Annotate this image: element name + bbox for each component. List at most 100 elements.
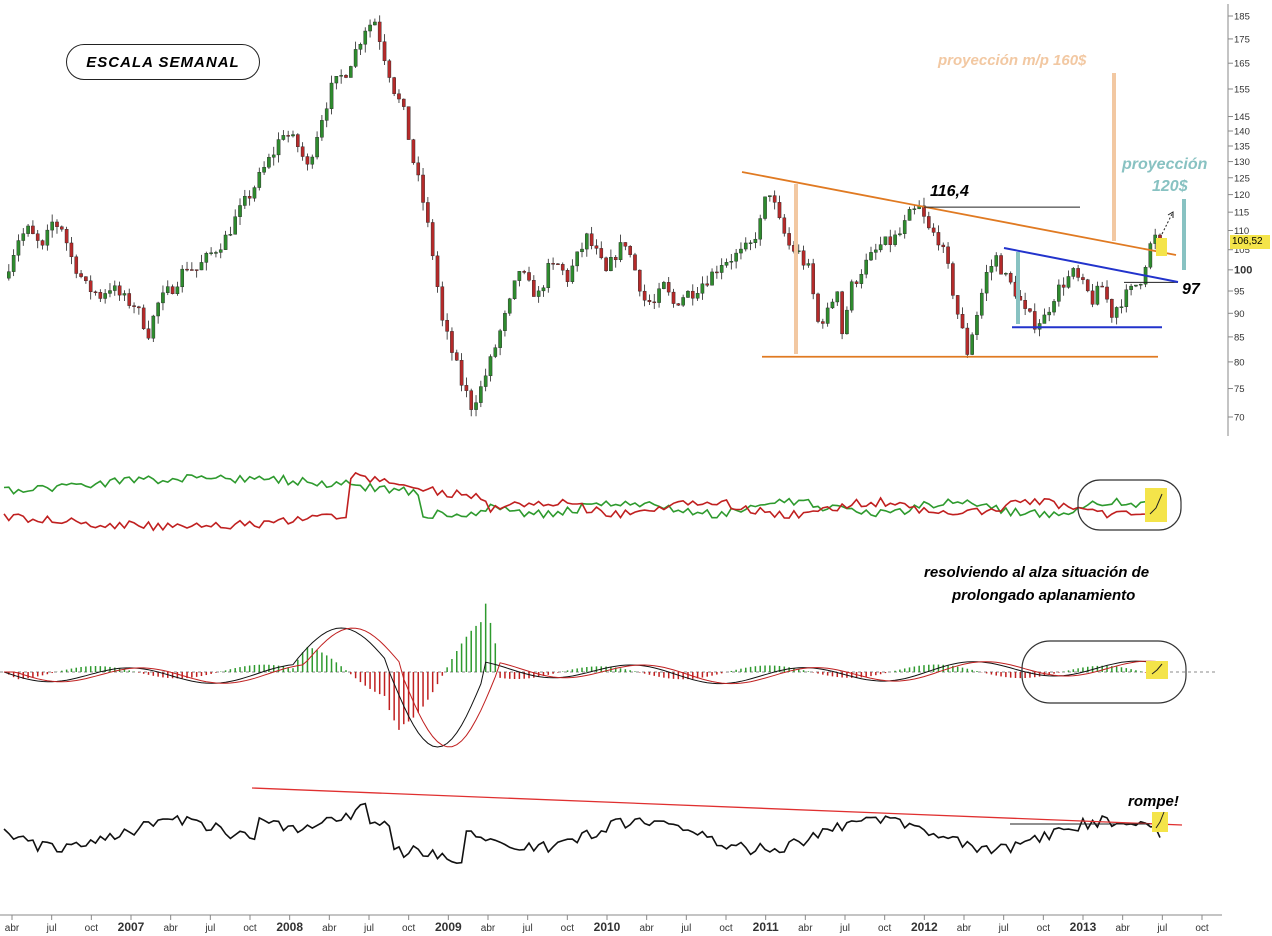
y-tick-label: 175 bbox=[1234, 34, 1250, 45]
candle-body bbox=[243, 195, 247, 206]
candle-body bbox=[970, 334, 974, 355]
candle-body bbox=[445, 319, 449, 332]
candle-body bbox=[878, 244, 883, 251]
candle-body bbox=[902, 220, 907, 234]
candle-body bbox=[618, 242, 623, 261]
y-tick-label: 155 bbox=[1234, 85, 1250, 96]
candle-body bbox=[686, 290, 690, 298]
y-tick-label: 115 bbox=[1234, 208, 1249, 219]
candle-body bbox=[835, 291, 840, 303]
level-97-label: 97 bbox=[1182, 281, 1200, 298]
candle-body bbox=[955, 295, 960, 315]
y-tick-label: 105 bbox=[1234, 245, 1250, 256]
candle-body bbox=[772, 195, 777, 203]
candle-body bbox=[479, 386, 483, 403]
candle-body bbox=[373, 21, 377, 26]
candle-body bbox=[782, 217, 787, 234]
rs-line bbox=[3, 802, 1161, 865]
candle-body bbox=[551, 263, 555, 265]
candle-body bbox=[426, 202, 430, 223]
candle-body bbox=[1081, 277, 1085, 280]
candle-body bbox=[35, 233, 40, 241]
candle-body bbox=[633, 254, 637, 271]
candle-body bbox=[1134, 284, 1138, 287]
candle-body bbox=[532, 280, 536, 297]
candle-body bbox=[845, 309, 849, 335]
candle-body bbox=[214, 252, 218, 254]
candle-body bbox=[883, 236, 888, 245]
x-tick-label: abr bbox=[163, 923, 178, 934]
candle-body bbox=[888, 236, 893, 245]
candle-body bbox=[137, 306, 141, 309]
price-panel bbox=[7, 15, 1162, 417]
candle-body bbox=[387, 60, 392, 78]
candle-body bbox=[975, 314, 979, 335]
x-tick-label: abr bbox=[322, 923, 337, 934]
candle-body bbox=[122, 293, 127, 296]
x-tick-label: jul bbox=[839, 923, 850, 934]
candle-body bbox=[324, 108, 329, 121]
candle-body bbox=[238, 205, 242, 217]
candle-body bbox=[734, 252, 738, 262]
candle-body bbox=[801, 250, 806, 266]
x-tick-label: 2009 bbox=[435, 920, 462, 934]
candle-body bbox=[435, 255, 440, 287]
candle-body bbox=[979, 292, 984, 316]
candle-body bbox=[349, 66, 353, 78]
candle-body bbox=[570, 265, 575, 282]
candle-body bbox=[204, 253, 209, 263]
candle-body bbox=[517, 271, 522, 281]
candle-body bbox=[1138, 283, 1143, 286]
x-tick-label: abr bbox=[957, 923, 972, 934]
candle-body bbox=[1076, 268, 1080, 278]
candle-body bbox=[999, 255, 1003, 275]
candle-body bbox=[397, 93, 401, 100]
candle-body bbox=[1100, 285, 1104, 288]
candle-body bbox=[175, 286, 180, 295]
candle-body bbox=[156, 302, 160, 317]
y-tick-label: 80 bbox=[1234, 357, 1245, 368]
candle-body bbox=[218, 249, 223, 253]
candle-body bbox=[893, 234, 897, 245]
y-tick-label: 165 bbox=[1234, 59, 1250, 70]
x-tick-label: abr bbox=[1115, 923, 1130, 934]
candle-body bbox=[811, 263, 815, 295]
candle-body bbox=[11, 255, 16, 272]
candle-body bbox=[748, 242, 753, 244]
candle-body bbox=[719, 265, 724, 273]
candle-body bbox=[1066, 276, 1071, 288]
dmi-minus-line bbox=[3, 471, 1161, 532]
candle-body bbox=[368, 24, 372, 32]
candle-body bbox=[705, 283, 710, 286]
candle-body bbox=[507, 298, 512, 314]
candle-body bbox=[743, 242, 748, 250]
candle-body bbox=[493, 347, 498, 357]
x-tick-label: 2010 bbox=[594, 920, 621, 934]
rs-check bbox=[1155, 811, 1165, 829]
x-tick-label: oct bbox=[878, 923, 892, 934]
candle-body bbox=[652, 301, 657, 304]
candle-body bbox=[170, 286, 175, 295]
candle-body bbox=[825, 307, 830, 324]
candle-body bbox=[310, 156, 315, 165]
candle-body bbox=[358, 44, 363, 50]
candle-body bbox=[1124, 289, 1129, 307]
x-tick-label: 2013 bbox=[1070, 920, 1097, 934]
candle-body bbox=[657, 288, 661, 303]
candle-body bbox=[869, 252, 873, 261]
candle-body bbox=[951, 263, 955, 296]
candle-body bbox=[88, 280, 93, 293]
candle-body bbox=[21, 233, 26, 241]
candle-body bbox=[209, 252, 213, 254]
candle-body bbox=[503, 313, 507, 331]
candle-body bbox=[98, 292, 103, 299]
rs-trendline bbox=[251, 787, 1183, 826]
candle-body bbox=[79, 273, 83, 277]
candle-body bbox=[252, 187, 257, 199]
candle-body bbox=[31, 225, 35, 235]
x-tick-label: abr bbox=[798, 923, 813, 934]
x-tick-label: oct bbox=[402, 923, 416, 934]
candle-body bbox=[353, 49, 358, 67]
candle-body bbox=[84, 276, 88, 282]
candle-body bbox=[7, 271, 11, 279]
